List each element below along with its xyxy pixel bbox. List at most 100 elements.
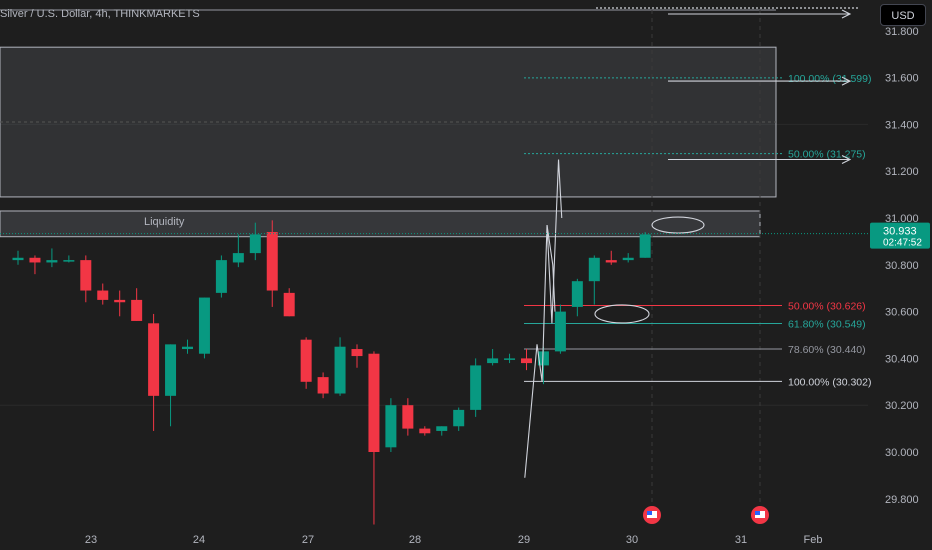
candle-body (351, 349, 363, 357)
x-tick-label: 27 (302, 534, 314, 546)
fib-level-label: 78.60% (30.440) (788, 344, 866, 356)
candle (46, 248, 58, 268)
price-badge-price: 30.933 (883, 226, 917, 238)
candle-body (385, 405, 397, 448)
candle-body (97, 290, 109, 300)
candle-body (334, 346, 346, 394)
candle (148, 313, 160, 431)
alt-projection-path-line (546, 224, 556, 312)
candle-body (368, 353, 380, 452)
candle (63, 255, 75, 263)
candle-body (554, 311, 566, 352)
y-tick-label: 31.800 (885, 26, 919, 38)
y-tick-label: 31.600 (885, 73, 919, 85)
x-tick-label: 30 (626, 534, 638, 546)
candle-body (215, 260, 227, 293)
candle (317, 372, 329, 399)
candle (249, 222, 261, 261)
candle (182, 339, 193, 354)
candle-body (419, 428, 431, 434)
candle (165, 344, 177, 427)
candle-body (148, 323, 160, 396)
liquidity-target-ellipse (651, 216, 705, 234)
candle-body (453, 409, 465, 427)
candle (622, 253, 634, 263)
candle-body (131, 299, 143, 321)
candle (402, 398, 414, 436)
candles (12, 220, 651, 525)
candle-body (521, 358, 532, 364)
candle (300, 337, 312, 389)
candle-body (46, 260, 58, 263)
target-arrow-top-head (841, 9, 852, 19)
y-tick-label: 30.000 (885, 447, 919, 459)
target-arrow-upper-head (841, 76, 852, 86)
candle (554, 304, 566, 354)
candle-body (588, 257, 600, 282)
candle (453, 407, 465, 431)
candle-body (283, 292, 295, 317)
candle-body (29, 257, 41, 263)
candle-body (249, 234, 261, 254)
fib-level-label: 50.00% (30.626) (788, 301, 866, 313)
projection-path (524, 9, 852, 478)
candle (131, 288, 143, 321)
candle (215, 255, 227, 298)
flag-canton (647, 511, 652, 515)
time-axis: 23 24 27 28 29 30 31 Feb (85, 506, 823, 546)
price-badge-bg (870, 222, 930, 249)
candle-body (114, 299, 126, 303)
candle (639, 232, 651, 258)
candle-body (182, 346, 193, 350)
candle (436, 426, 448, 436)
candle-body (605, 260, 617, 263)
price-badge-countdown: 02:47:52 (883, 238, 922, 249)
candle-body (470, 365, 482, 410)
candle-body (300, 339, 312, 382)
candle (12, 250, 24, 265)
candle (334, 337, 346, 396)
flag-canton (755, 511, 760, 515)
chart-title: Silver / U.S. Dollar, 4h, THINKMARKETS (0, 8, 200, 20)
candle-body (504, 358, 516, 360)
fib-level-label: 61.80% (30.549) (788, 319, 866, 331)
candle-body (63, 260, 75, 262)
candle-body (198, 297, 210, 354)
candle (419, 426, 431, 436)
x-tick-label: 24 (193, 534, 205, 546)
candle (29, 255, 41, 275)
candle (487, 349, 499, 366)
candle (232, 234, 244, 268)
candle (266, 220, 278, 307)
y-tick-label: 31.200 (885, 166, 919, 178)
candle (571, 278, 583, 317)
supply-zone (0, 46, 777, 198)
candle-body (12, 257, 24, 261)
candle-body (317, 377, 329, 394)
liquidity-zone (0, 210, 761, 238)
candle-body (402, 405, 414, 429)
candle-body (232, 253, 244, 263)
candle-body (639, 234, 651, 258)
candle-body (165, 344, 177, 396)
y-tick-label: 30.600 (885, 307, 919, 319)
y-tick-label: 29.800 (885, 494, 919, 506)
y-tick-label: 30.800 (885, 260, 919, 272)
currency-button[interactable]: USD (880, 4, 926, 26)
candle (368, 351, 380, 525)
candle (198, 297, 210, 359)
candle (470, 358, 482, 417)
fib-level-label: 50.00% (31.275) (788, 149, 866, 161)
target-arrow-mid-head (841, 155, 852, 164)
y-tick-label: 31.000 (885, 213, 919, 225)
candle-body (537, 351, 549, 366)
candle (504, 353, 516, 364)
fib-level-label: 100.00% (31.599) (788, 73, 871, 85)
candle-body (266, 232, 278, 291)
x-tick-label: 23 (85, 534, 97, 546)
x-tick-label: Feb (804, 534, 823, 546)
zones-layer: Liquidity (0, 7, 868, 520)
candle-body (80, 260, 92, 291)
y-tick-label: 30.400 (885, 353, 919, 365)
